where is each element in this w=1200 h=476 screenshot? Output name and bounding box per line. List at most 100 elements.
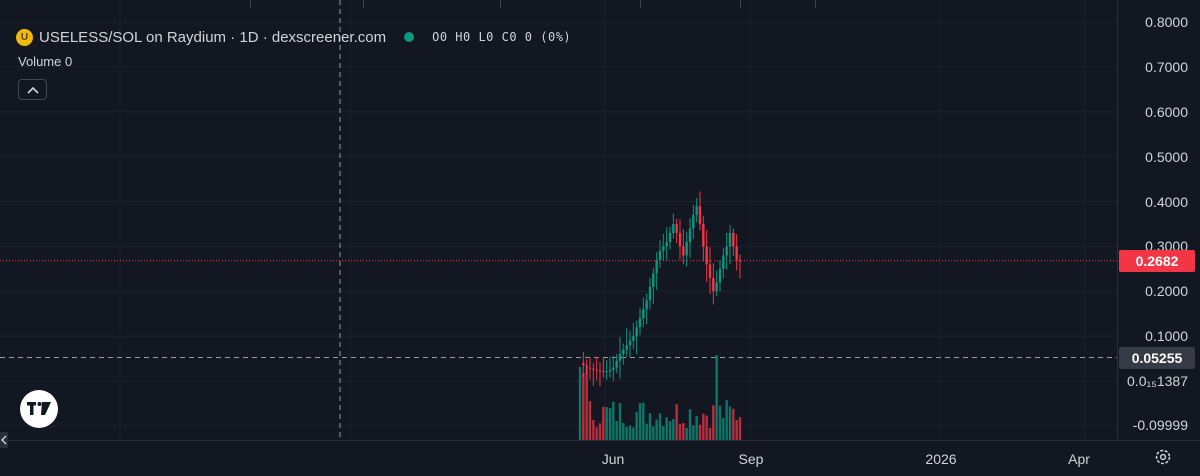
candle-body (665, 241, 668, 247)
candle-body (585, 365, 588, 368)
volume-bar (655, 419, 658, 440)
volume-bar (622, 422, 625, 440)
ohlc-values: O0 H0 L0 C0 0 (0%) (432, 30, 572, 44)
candle-body (688, 228, 692, 242)
symbol-title[interactable]: USELESS/SOL on Raydium · 1D · dexscreene… (39, 28, 387, 46)
candle-body (695, 206, 698, 216)
time-axis[interactable]: Jun Sep 2026 Apr (0, 440, 1200, 476)
candle-body (712, 277, 715, 292)
volume-bar (628, 425, 632, 440)
candle-body (625, 345, 628, 350)
price-axis-label: 0.2000 (1145, 283, 1188, 300)
volume-bar (618, 403, 622, 440)
volume-bar (642, 402, 645, 440)
candle-body (718, 268, 722, 283)
volume-bar (688, 409, 692, 440)
candle-body (612, 367, 615, 370)
coin-icon: U (16, 28, 33, 46)
volume-bar (695, 415, 698, 440)
candle-body (605, 371, 608, 373)
tradingview-logo-icon[interactable] (20, 390, 58, 428)
volume-bar (578, 366, 582, 440)
volume-bar (712, 405, 715, 440)
volume-bar (612, 401, 615, 440)
tv-logo-mark (27, 402, 51, 415)
time-axis-label: Apr (1068, 451, 1090, 467)
candle-body (728, 232, 732, 247)
candle-body (588, 367, 592, 369)
volume-bar (735, 419, 738, 440)
volume-bar (605, 407, 608, 440)
volume-bar (648, 413, 652, 440)
volume-bar (668, 421, 672, 440)
price-axis-label: 0.7000 (1145, 58, 1188, 75)
candle-body (618, 354, 622, 361)
volume-bar (585, 368, 588, 440)
candlestick-chart[interactable] (0, 0, 1117, 440)
volume-bar (662, 426, 665, 440)
scroll-left-button[interactable] (0, 432, 8, 448)
volume-bar (588, 401, 592, 440)
last-price-tag: 0.2682 (1119, 249, 1195, 272)
time-axis-label: 2026 (925, 451, 957, 467)
volume-bar (685, 427, 688, 440)
toolbar-divider (250, 0, 251, 8)
price-axis-label: 0.4000 (1145, 193, 1188, 210)
price-axis-label: 0.8000 (1145, 14, 1188, 30)
volume-bar (602, 406, 605, 440)
candle-body (678, 232, 682, 247)
volume-bar (698, 424, 702, 440)
time-axis-label: Sep (738, 451, 764, 467)
top-toolbar-strip (0, 0, 1200, 10)
volume-bar (715, 355, 718, 440)
volume-bar (682, 423, 685, 440)
candle-body (715, 282, 718, 292)
volume-bar (732, 408, 735, 440)
candle-body (652, 273, 655, 287)
candle-body (682, 246, 685, 256)
volume-bar (615, 421, 618, 440)
candle-body (582, 363, 585, 366)
volume-bar (638, 403, 642, 440)
candle-body (608, 369, 612, 372)
chevron-left-icon (1, 435, 7, 445)
candle-body (595, 369, 598, 371)
candle-body (668, 232, 672, 242)
candle-body (722, 255, 725, 269)
candle-body (675, 224, 678, 233)
candle-body (692, 215, 695, 229)
chart-pane[interactable] (0, 0, 1117, 440)
volume-bar (608, 408, 612, 440)
collapse-legend-button[interactable] (18, 79, 47, 100)
candle-body (628, 340, 632, 346)
volume-bar (678, 423, 682, 440)
chart-settings-button[interactable] (1153, 447, 1173, 467)
candle-body (598, 370, 602, 372)
chevron-up-icon (26, 86, 39, 94)
price-axis-label: 0.6000 (1145, 103, 1188, 120)
candle-body (698, 206, 702, 225)
price-axis[interactable]: 0.8000 0.7000 0.6000 0.5000 0.4000 0.3000 0.20… (1117, 0, 1200, 440)
candle-body (658, 250, 662, 260)
volume-bar (632, 427, 635, 440)
time-axis-label: Jun (601, 451, 625, 467)
candle-body (672, 224, 675, 233)
volume-legend: Volume 0 (18, 54, 73, 69)
volume-bar (675, 404, 678, 440)
volume-bar (625, 426, 628, 440)
candle-body (645, 300, 648, 310)
volume-bar (725, 400, 728, 440)
volume-bar (702, 413, 705, 440)
candle-body (642, 309, 645, 319)
volume-bar (738, 417, 742, 440)
toolbar-divider (815, 0, 816, 8)
candle-body (732, 232, 735, 247)
candle-body (632, 336, 635, 341)
toolbar-divider (363, 0, 364, 8)
candle-body (602, 371, 605, 373)
candle-body (655, 259, 658, 274)
chart-legend: U USELESS/SOL on Raydium · 1D · dexscree… (16, 26, 571, 48)
candle-body (725, 246, 728, 256)
volume-bar (722, 417, 725, 440)
candle-body (735, 246, 738, 260)
